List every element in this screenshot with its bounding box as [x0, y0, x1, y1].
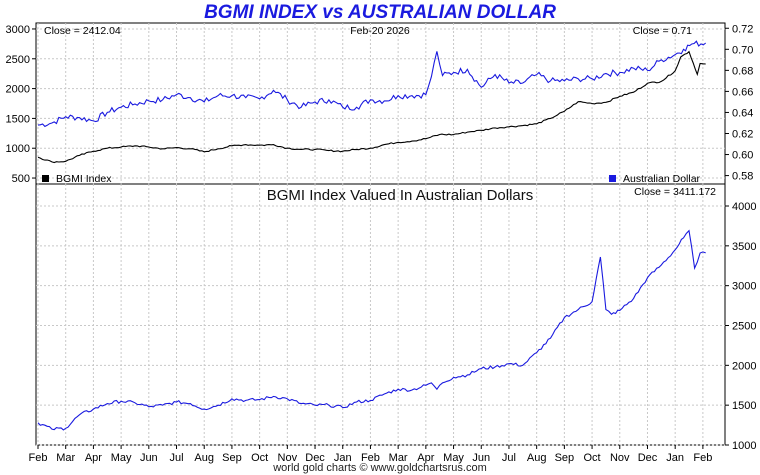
series-lines: [37, 40, 707, 431]
x-tick-label: Mar: [56, 452, 75, 464]
bottom-y-tick-label: 1000: [732, 440, 756, 452]
x-tick-label: May: [111, 452, 132, 464]
right-y-tick-label: 0.58: [732, 171, 753, 183]
x-tick-label: Oct: [251, 452, 268, 464]
x-tick-label: Feb: [29, 452, 48, 464]
top-right-close: Close = 0.71: [633, 25, 692, 37]
x-tick-label: Jan: [666, 452, 684, 464]
left-y-tick-label: 2500: [6, 54, 30, 66]
x-tick-label: Jul: [169, 452, 183, 464]
x-tick-label: Feb: [361, 452, 380, 464]
x-tick-label: Jun: [472, 452, 490, 464]
bottom-y-tick-label: 3000: [732, 281, 756, 293]
x-tick-label: Aug: [527, 452, 547, 464]
chart-title: BGMI INDEX vs AUSTRALIAN DOLLAR: [204, 2, 556, 23]
x-tick-label: Jun: [140, 452, 158, 464]
bottom-y-tick-label: 2500: [732, 321, 756, 333]
right-y-tick-label: 0.60: [732, 150, 753, 162]
x-tick-label: Apr: [417, 452, 434, 464]
series-aud-line: [37, 40, 707, 128]
axis-ticks: Feb Mar Apr May Jun Jul Aug Sep Oct Nov Dec Jan Feb M…: [6, 23, 757, 464]
right-y-tick-label: 0.62: [732, 128, 753, 140]
x-tick-label: Nov: [610, 452, 630, 464]
series-ratio-line: [37, 229, 706, 431]
right-y-tick-label: 0.70: [732, 44, 753, 56]
right-y-tick-label: 0.66: [732, 86, 753, 98]
x-tick-label: Dec: [638, 452, 658, 464]
x-tick-label: Aug: [194, 452, 214, 464]
right-y-tick-label: 0.72: [732, 23, 753, 35]
top-left-close: Close = 2412.04: [44, 25, 121, 37]
bottom-panel-title: BGMI Index Valued In Australian Dollars: [267, 187, 534, 204]
bottom-close-label: Close = 3411.172: [634, 186, 716, 198]
left-y-tick-label: 3000: [6, 24, 30, 36]
bottom-y-tick-label: 2000: [732, 360, 756, 372]
x-tick-label: Oct: [584, 452, 601, 464]
bottom-y-tick-label: 4000: [732, 201, 756, 213]
series-bgmi-line: [37, 50, 706, 164]
x-tick-label: May: [443, 452, 464, 464]
legend-label-bgmi: BGMI Index: [56, 173, 112, 185]
legend-label-aud: Australian Dollar: [623, 173, 701, 185]
x-tick-label: Sep: [222, 452, 242, 464]
x-tick-label: Apr: [85, 452, 102, 464]
left-y-tick-label: 1500: [6, 113, 30, 125]
top-date-label: Feb-20 2026: [350, 25, 410, 37]
left-y-tick-label: 1000: [6, 143, 30, 155]
legend-swatch-aud: [609, 175, 616, 182]
x-tick-label: Jan: [334, 452, 352, 464]
x-tick-label: Feb: [693, 452, 712, 464]
right-y-tick-label: 0.64: [732, 107, 753, 119]
x-tick-label: Sep: [555, 452, 575, 464]
left-y-tick-label: 2000: [6, 84, 30, 96]
x-tick-label: Dec: [305, 452, 325, 464]
legend-swatch-bgmi: [42, 175, 49, 182]
footer-credit: world gold charts © www.goldchartsrus.co…: [273, 462, 487, 474]
left-y-tick-label: 500: [12, 173, 30, 185]
bottom-y-tick-label: 1500: [732, 400, 756, 412]
bottom-y-tick-label: 3500: [732, 241, 756, 253]
x-tick-label: Jul: [502, 452, 516, 464]
x-tick-label: Mar: [389, 452, 408, 464]
right-y-tick-label: 0.68: [732, 65, 753, 77]
grid-lines: [36, 23, 725, 446]
x-tick-label: Nov: [278, 452, 298, 464]
bottom-panel-frame: [35, 183, 726, 446]
